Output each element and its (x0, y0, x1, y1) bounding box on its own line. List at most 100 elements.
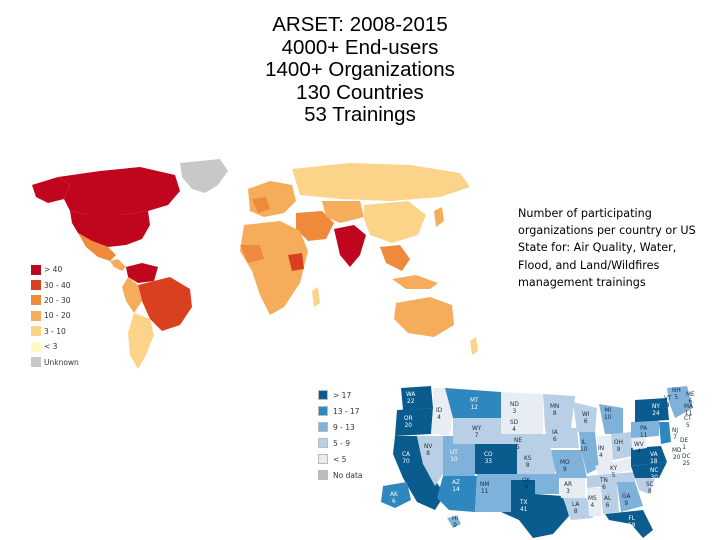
legend-label: 10 - 20 (44, 311, 71, 321)
state-ar (559, 478, 585, 498)
state-label: FL 18 (628, 516, 636, 529)
region-east-africa (288, 253, 304, 271)
legend-label: < 5 (333, 454, 347, 464)
state-label: KY 5 (610, 466, 618, 479)
state-label: IA 6 (552, 430, 558, 443)
state-label: NV 8 (424, 444, 433, 457)
legend-label: < 3 (44, 342, 58, 352)
legend-swatch (318, 390, 328, 400)
legend-label: 9 - 13 (333, 422, 355, 432)
region-canada (58, 167, 180, 215)
state-label: CO 33 (484, 452, 493, 465)
state-pa (631, 420, 659, 438)
state-label: MS 4 (588, 496, 597, 509)
state-al (601, 484, 619, 514)
state-label: AZ 14 (452, 480, 460, 493)
map-caption: Number of participating organizations pe… (518, 207, 696, 289)
legend-item: < 3 (31, 339, 79, 354)
state-label: DC 25 (682, 454, 691, 467)
region-central-america (110, 259, 126, 271)
state-ca (393, 436, 445, 510)
region-greenland (180, 159, 228, 193)
legend-swatch (31, 326, 41, 337)
state-label: AL 6 (604, 496, 612, 509)
world-legend: > 40 30 - 40 20 - 30 10 - 20 3 - 10 < 3 … (31, 262, 79, 370)
state-ut (443, 436, 475, 476)
state-sc (635, 478, 655, 494)
state-fl (605, 510, 653, 538)
legend-item: 9 - 13 (318, 419, 362, 435)
region-japan (434, 207, 444, 227)
state-label: NJ 7 (672, 428, 679, 441)
legend-swatch (318, 454, 328, 464)
region-russia (292, 163, 470, 201)
state-label: WA 22 (406, 392, 416, 405)
state-label: ID 4 (436, 408, 443, 421)
region-united-states (70, 211, 150, 247)
state-ks (517, 452, 555, 474)
region-madagascar (312, 287, 320, 307)
state-label: ME 6 (686, 392, 695, 405)
us-legend: > 17 13 - 17 9 - 13 5 - 9 < 5 No data (316, 385, 365, 485)
state-label: MD 20 (672, 448, 682, 461)
state-in (597, 436, 613, 466)
legend-item: 30 - 40 (31, 277, 79, 292)
legend-label: > 40 (44, 265, 63, 275)
state-label: UT 10 (450, 450, 458, 463)
us-map (381, 386, 693, 538)
region-europe-west (252, 197, 270, 213)
legend-label: No data (333, 470, 363, 480)
state-label: PA 11 (640, 426, 648, 439)
state-nc (631, 462, 667, 478)
region-china (364, 201, 426, 243)
legend-swatch (31, 341, 41, 352)
state-label: MA 11 (684, 404, 693, 417)
region-new-zealand (470, 337, 478, 355)
region-indonesia (392, 275, 438, 289)
region-andean (122, 277, 142, 313)
state-nd (501, 392, 543, 414)
legend-item: 20 - 30 (31, 293, 79, 308)
state-label: AR 3 (564, 482, 572, 495)
state-label: LA 8 (572, 502, 580, 515)
state-label: CA 70 (402, 452, 411, 465)
legend-item: Unknown (31, 354, 79, 369)
state-label: KS 8 (524, 456, 532, 469)
legend-swatch (31, 357, 41, 368)
state-label: AK 6 (390, 492, 398, 505)
state-label: HI 9 (452, 516, 459, 529)
state-il (579, 432, 599, 474)
state-label: DE 1 (680, 438, 689, 451)
state-label: ND 3 (510, 402, 519, 415)
state-oh (611, 432, 633, 460)
state-mt (445, 388, 501, 418)
state-label: NY 24 (652, 404, 660, 417)
state-az (437, 476, 477, 512)
region-mexico (78, 233, 116, 261)
state-wv (631, 436, 647, 450)
state-label: WV 4 (634, 442, 644, 455)
state-co (475, 444, 517, 474)
state-wy (453, 418, 501, 444)
legend-label: 30 - 40 (44, 280, 71, 290)
title-line: 53 Trainings (304, 103, 416, 126)
region-southeast-asia (380, 245, 410, 271)
state-wi (573, 402, 597, 432)
legend-item: 10 - 20 (31, 308, 79, 323)
state-label: TX 41 (520, 500, 528, 513)
legend-swatch (31, 295, 41, 306)
state-label: MI 10 (604, 408, 612, 421)
title-line: 1400+ Organizations (265, 58, 455, 81)
state-nj-md (659, 422, 671, 444)
state-wa (401, 386, 433, 410)
state-label: MN 8 (550, 404, 560, 417)
legend-item: 5 - 9 (318, 435, 362, 451)
state-label: NM 11 (480, 482, 490, 495)
region-southern-cone (128, 313, 154, 369)
state-tx (501, 480, 569, 538)
state-label: IL 10 (580, 440, 588, 453)
legend-item: 13 - 17 (318, 403, 362, 419)
state-ia (545, 428, 579, 448)
region-africa (240, 221, 308, 315)
state-label: OR 20 (404, 416, 413, 429)
